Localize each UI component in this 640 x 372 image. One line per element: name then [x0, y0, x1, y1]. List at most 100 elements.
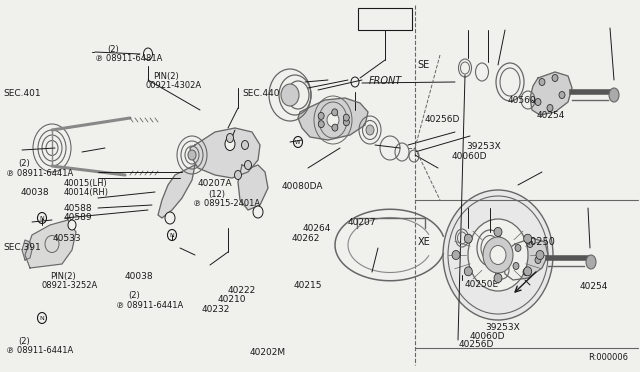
- Ellipse shape: [483, 237, 513, 273]
- Text: (2): (2): [18, 159, 29, 168]
- Text: 40256D: 40256D: [458, 340, 493, 349]
- Text: 40222: 40222: [227, 286, 255, 295]
- Polygon shape: [298, 98, 368, 140]
- Text: 40060D: 40060D: [451, 152, 486, 161]
- Text: 40215: 40215: [293, 281, 322, 290]
- Text: 40533: 40533: [52, 234, 81, 243]
- Text: ℗ 08911-6441A: ℗ 08911-6441A: [6, 169, 74, 177]
- Ellipse shape: [513, 263, 519, 269]
- Ellipse shape: [527, 241, 533, 247]
- Text: (2): (2): [108, 45, 119, 54]
- Ellipse shape: [586, 255, 596, 269]
- Text: SEC.401: SEC.401: [3, 89, 41, 98]
- Polygon shape: [190, 128, 260, 178]
- Ellipse shape: [281, 84, 299, 106]
- Ellipse shape: [332, 124, 338, 131]
- Text: R:000006: R:000006: [588, 353, 628, 362]
- Text: 40254: 40254: [536, 111, 564, 120]
- Ellipse shape: [481, 235, 499, 260]
- Polygon shape: [530, 72, 572, 115]
- Ellipse shape: [244, 160, 252, 170]
- Ellipse shape: [535, 257, 541, 263]
- Text: 40210: 40210: [218, 295, 246, 304]
- Ellipse shape: [351, 77, 359, 87]
- Ellipse shape: [468, 219, 528, 291]
- Text: 40589: 40589: [64, 213, 93, 222]
- Ellipse shape: [188, 150, 196, 160]
- Ellipse shape: [536, 250, 544, 260]
- Text: 40254: 40254: [579, 282, 607, 291]
- Ellipse shape: [443, 190, 553, 320]
- Ellipse shape: [327, 113, 339, 127]
- Text: FRONT: FRONT: [369, 76, 402, 86]
- Polygon shape: [238, 165, 268, 210]
- Text: ℗ 08915-2401A: ℗ 08915-2401A: [193, 199, 260, 208]
- Bar: [358, 8, 412, 30]
- Ellipse shape: [494, 227, 502, 236]
- Text: 40588: 40588: [64, 204, 93, 213]
- Text: PIN(2): PIN(2): [50, 272, 76, 280]
- Text: 40250E: 40250E: [465, 280, 499, 289]
- Text: (2): (2): [128, 291, 140, 300]
- Ellipse shape: [234, 170, 241, 180]
- Ellipse shape: [535, 99, 541, 106]
- Text: 40038: 40038: [125, 272, 154, 280]
- Text: 40202M: 40202M: [367, 10, 403, 19]
- Ellipse shape: [318, 112, 324, 119]
- Ellipse shape: [318, 121, 324, 128]
- Ellipse shape: [366, 125, 374, 135]
- Text: 40264: 40264: [302, 224, 330, 233]
- Text: 40250: 40250: [525, 237, 556, 247]
- Text: 40262: 40262: [292, 234, 320, 243]
- Text: 40207A: 40207A: [197, 179, 232, 187]
- Text: SEC.440: SEC.440: [242, 89, 280, 98]
- Polygon shape: [22, 240, 32, 260]
- Text: 39253X: 39253X: [485, 323, 520, 332]
- Ellipse shape: [241, 141, 248, 150]
- Text: ℗ 08911-6481A: ℗ 08911-6481A: [95, 54, 162, 63]
- Text: 40256D: 40256D: [425, 115, 460, 124]
- Ellipse shape: [452, 250, 460, 260]
- Ellipse shape: [344, 119, 349, 126]
- Text: SEC.391: SEC.391: [3, 243, 41, 251]
- Text: 00921-4302A: 00921-4302A: [146, 81, 202, 90]
- Ellipse shape: [343, 114, 349, 121]
- Text: 40232: 40232: [202, 305, 230, 314]
- Text: 08921-3252A: 08921-3252A: [42, 281, 98, 290]
- Text: 40014(RH): 40014(RH): [64, 188, 109, 197]
- Polygon shape: [158, 165, 195, 218]
- Ellipse shape: [227, 134, 234, 142]
- Text: W: W: [295, 140, 301, 145]
- Text: ℗ 08911-6441A: ℗ 08911-6441A: [6, 346, 74, 355]
- Ellipse shape: [68, 220, 76, 230]
- Ellipse shape: [547, 105, 553, 112]
- Ellipse shape: [524, 234, 532, 243]
- Polygon shape: [25, 220, 76, 268]
- Ellipse shape: [552, 74, 558, 81]
- Ellipse shape: [168, 230, 177, 241]
- Text: 39253X: 39253X: [466, 142, 500, 151]
- Ellipse shape: [559, 92, 565, 99]
- Ellipse shape: [225, 138, 235, 151]
- Text: N: N: [40, 216, 44, 221]
- Text: 40560: 40560: [508, 96, 536, 105]
- Text: PIN(2): PIN(2): [154, 72, 179, 81]
- Ellipse shape: [143, 48, 152, 60]
- Text: ℗ 08911-6441A: ℗ 08911-6441A: [116, 301, 184, 310]
- Ellipse shape: [609, 88, 619, 102]
- Text: N: N: [40, 316, 44, 321]
- Text: 40060D: 40060D: [469, 332, 504, 341]
- Ellipse shape: [165, 212, 175, 224]
- Ellipse shape: [464, 267, 472, 276]
- Text: (2): (2): [18, 337, 29, 346]
- Ellipse shape: [38, 312, 47, 324]
- Ellipse shape: [524, 267, 532, 276]
- Ellipse shape: [332, 109, 338, 116]
- Text: 40080DA: 40080DA: [282, 182, 323, 191]
- Ellipse shape: [464, 234, 472, 243]
- Ellipse shape: [490, 246, 506, 264]
- Text: XE: XE: [417, 237, 430, 247]
- Ellipse shape: [253, 206, 263, 218]
- Ellipse shape: [500, 68, 520, 96]
- Text: N: N: [170, 233, 174, 238]
